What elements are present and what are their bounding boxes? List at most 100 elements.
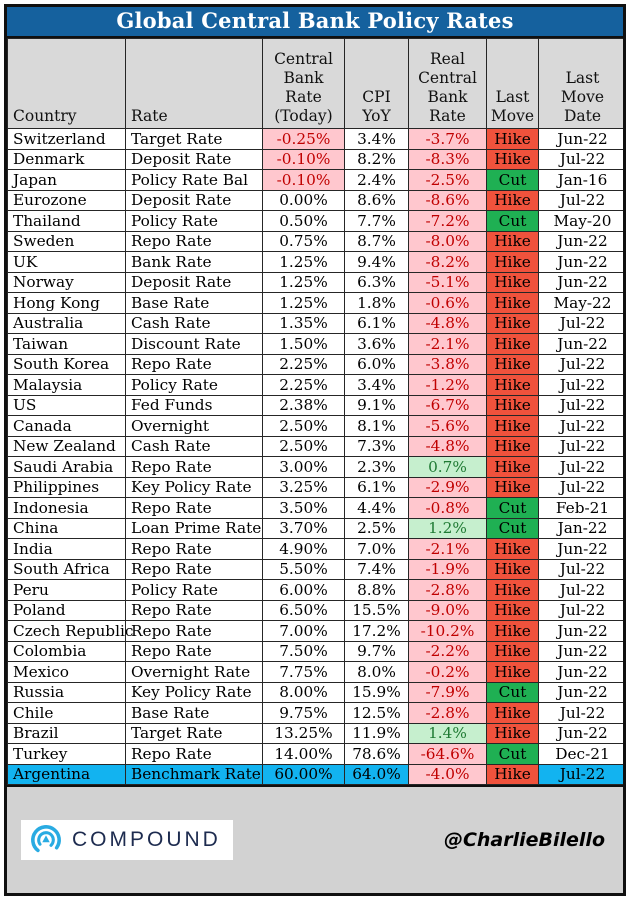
country-cell: Poland (7, 599, 126, 621)
central-bank-rate-cell: 3.50% (262, 497, 345, 519)
real-rate-cell: -4.8% (408, 435, 487, 457)
country-cell: Malaysia (7, 374, 126, 396)
last-move-cell: Hike (486, 251, 539, 273)
column-header: Real Central Bank Rate (408, 38, 487, 129)
table-row: Argentina Benchmark Rate 60.00% 64.0% -4.0% H… (7, 763, 623, 785)
last-move-date-cell: Dec-21 (538, 743, 623, 765)
country-cell: Czech Republic (7, 620, 133, 642)
rate-name-cell: Cash Rate (125, 435, 263, 457)
real-rate-cell: -1.9% (408, 558, 487, 580)
table-frame: Global Central Bank Policy Rates Country… (4, 4, 626, 896)
rate-name-cell: Cash Rate (125, 312, 263, 334)
last-move-cell: Hike (486, 415, 539, 437)
last-move-cell: Hike (486, 538, 539, 560)
table-row: Norway Deposit Rate 1.25% 6.3% -5.1% Hike Jun-… (7, 271, 623, 293)
real-rate-cell: -64.6% (408, 743, 487, 765)
cpi-yoy-cell: 6.0% (344, 353, 409, 375)
real-rate-cell: -3.8% (408, 353, 487, 375)
last-move-date-cell: Jan-16 (538, 169, 623, 191)
last-move-date-cell: Jul-22 (538, 189, 623, 211)
cpi-yoy-cell: 12.5% (344, 702, 409, 724)
last-move-cell: Hike (486, 333, 539, 355)
table-row: Hong Kong Base Rate 1.25% 1.8% -0.6% Hike May-… (7, 292, 623, 314)
rate-name-cell: Repo Rate (125, 230, 263, 252)
rate-name-cell: Repo Rate (125, 353, 263, 375)
last-move-cell: Hike (486, 312, 539, 334)
table-row: US Fed Funds 2.38% 9.1% -6.7% Hike Jul-22 (7, 394, 623, 416)
cpi-yoy-cell: 1.8% (344, 292, 409, 314)
cpi-yoy-cell: 8.1% (344, 415, 409, 437)
cpi-yoy-cell: 15.9% (344, 681, 409, 703)
table-row: Eurozone Deposit Rate 0.00% 8.6% -8.6% Hike Ju… (7, 189, 623, 211)
central-bank-rate-cell: -0.25% (262, 128, 345, 150)
rate-name-cell: Target Rate (125, 128, 263, 150)
country-cell: Argentina (7, 763, 126, 785)
last-move-cell: Hike (486, 435, 539, 457)
country-cell: Denmark (7, 148, 126, 170)
real-rate-cell: -7.9% (408, 681, 487, 703)
last-move-cell: Hike (486, 599, 539, 621)
country-cell: Taiwan (7, 333, 126, 355)
real-rate-cell: -8.2% (408, 251, 487, 273)
table-row: Mexico Overnight Rate 7.75% 8.0% -0.2% Hike Ju… (7, 661, 623, 683)
footer-bar: COMPOUND @CharlieBilello (7, 785, 623, 893)
last-move-cell: Hike (486, 271, 539, 293)
cpi-yoy-cell: 7.7% (344, 210, 409, 232)
cpi-yoy-cell: 15.5% (344, 599, 409, 621)
cpi-yoy-cell: 9.4% (344, 251, 409, 273)
real-rate-cell: 0.7% (408, 456, 487, 478)
central-bank-rate-cell: 3.25% (262, 476, 345, 498)
rate-name-cell: Fed Funds (125, 394, 263, 416)
rate-name-cell: Discount Rate (125, 333, 263, 355)
country-cell: Norway (7, 271, 126, 293)
central-bank-rate-cell: 14.00% (262, 743, 345, 765)
cpi-yoy-cell: 17.2% (344, 620, 409, 642)
last-move-date-cell: May-22 (538, 292, 623, 314)
country-cell: Colombia (7, 640, 126, 662)
credit-handle: @CharlieBilello (443, 829, 605, 851)
last-move-cell: Hike (486, 661, 539, 683)
last-move-cell: Hike (486, 722, 539, 744)
table-row: Czech Republic Repo Rate 7.00% 17.2% -10.2% H… (7, 620, 623, 642)
rate-name-cell: Repo Rate (125, 538, 263, 560)
compound-arcs-icon (29, 823, 63, 857)
cpi-yoy-cell: 3.4% (344, 128, 409, 150)
cpi-yoy-cell: 3.4% (344, 374, 409, 396)
table-row: Peru Policy Rate 6.00% 8.8% -2.8% Hike Jul-22 (7, 579, 623, 601)
central-bank-rate-cell: 0.50% (262, 210, 345, 232)
last-move-cell: Cut (486, 517, 539, 539)
rate-name-cell: Repo Rate (125, 620, 263, 642)
real-rate-cell: -2.2% (408, 640, 487, 662)
real-rate-cell: -10.2% (408, 620, 487, 642)
last-move-cell: Hike (486, 640, 539, 662)
table-row: Switzerland Target Rate -0.25% 3.4% -3.7% Hik… (7, 128, 623, 150)
last-move-date-cell: Jul-22 (538, 702, 623, 724)
table-row: Malaysia Policy Rate 2.25% 3.4% -1.2% Hike Jul… (7, 374, 623, 396)
last-move-date-cell: Jul-22 (538, 558, 623, 580)
last-move-cell: Hike (486, 189, 539, 211)
cpi-yoy-cell: 3.6% (344, 333, 409, 355)
compound-logo: COMPOUND (21, 820, 233, 860)
last-move-cell: Hike (486, 394, 539, 416)
rate-name-cell: Policy Rate (125, 374, 263, 396)
real-rate-cell: -8.0% (408, 230, 487, 252)
last-move-date-cell: Jun-22 (538, 128, 623, 150)
table-row: Poland Repo Rate 6.50% 15.5% -9.0% Hike Jul-22 (7, 599, 623, 621)
central-bank-rate-cell: 3.00% (262, 456, 345, 478)
central-bank-rate-cell: 4.90% (262, 538, 345, 560)
country-cell: Thailand (7, 210, 126, 232)
last-move-cell: Hike (486, 558, 539, 580)
table-row: Japan Policy Rate Bal -0.10% 2.4% -2.5% Cut Ja… (7, 169, 623, 191)
last-move-cell: Cut (486, 210, 539, 232)
table-row: Sweden Repo Rate 0.75% 8.7% -8.0% Hike Jun-22 (7, 230, 623, 252)
rate-name-cell: Key Policy Rate (125, 476, 263, 498)
rate-name-cell: Target Rate (125, 722, 263, 744)
cpi-yoy-cell: 8.2% (344, 148, 409, 170)
cpi-yoy-cell: 78.6% (344, 743, 409, 765)
real-rate-cell: -0.8% (408, 497, 487, 519)
country-cell: Sweden (7, 230, 126, 252)
central-bank-rate-cell: 2.25% (262, 374, 345, 396)
country-cell: Philippines (7, 476, 126, 498)
country-cell: Peru (7, 579, 126, 601)
last-move-cell: Hike (486, 148, 539, 170)
